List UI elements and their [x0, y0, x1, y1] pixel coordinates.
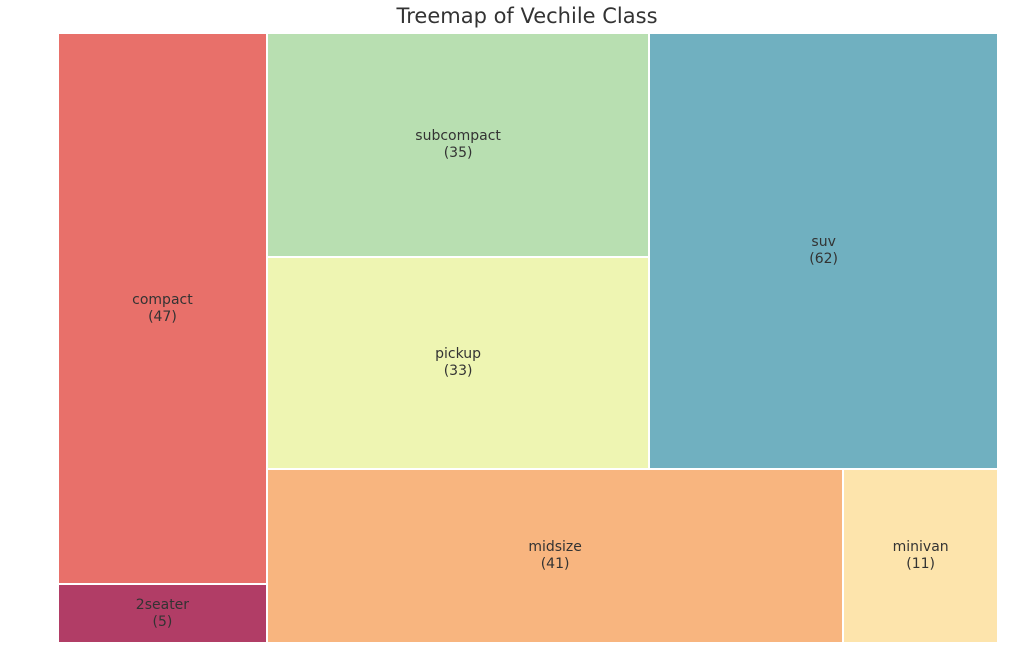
treemap-plot: compact (47) 2seater (5) subcompact (35) picku…: [58, 33, 998, 643]
tile-count-label: (11): [906, 555, 936, 572]
tile-label: suv (62): [650, 234, 997, 268]
tile-label: pickup (33): [268, 346, 648, 380]
tile-label: compact (47): [59, 292, 266, 326]
tile-label: subcompact (35): [268, 128, 648, 162]
tile-category-label: suv: [811, 233, 836, 250]
tile-count-label: (5): [152, 613, 173, 630]
tile-count-label: (33): [443, 362, 473, 379]
tile-count-label: (62): [809, 250, 839, 267]
tile-category-label: compact: [132, 291, 193, 308]
chart-title: Treemap of Vechile Class: [396, 4, 658, 28]
tile-label: minivan (11): [844, 539, 997, 573]
treemap-tile-compact: compact (47): [58, 33, 267, 585]
treemap-tile-suv: suv (62): [649, 33, 998, 469]
tile-count-label: (35): [443, 145, 473, 162]
tile-category-label: 2seater: [135, 596, 190, 613]
treemap-tile-pickup: pickup (33): [266, 257, 650, 469]
treemap-tile-2seater: 2seater (5): [58, 584, 267, 643]
tile-category-label: minivan: [892, 538, 949, 555]
tile-category-label: subcompact: [415, 128, 501, 145]
tile-label: 2seater (5): [59, 597, 266, 631]
tile-label: midsize (41): [268, 539, 842, 573]
tile-category-label: pickup: [435, 345, 482, 362]
treemap-tile-minivan: minivan (11): [843, 468, 998, 643]
treemap-tile-subcompact: subcompact (35): [266, 33, 650, 258]
tile-count-label: (47): [148, 308, 177, 325]
tile-count-label: (41): [540, 555, 570, 572]
treemap-tile-midsize: midsize (41): [266, 468, 844, 643]
tile-category-label: midsize: [528, 538, 582, 555]
